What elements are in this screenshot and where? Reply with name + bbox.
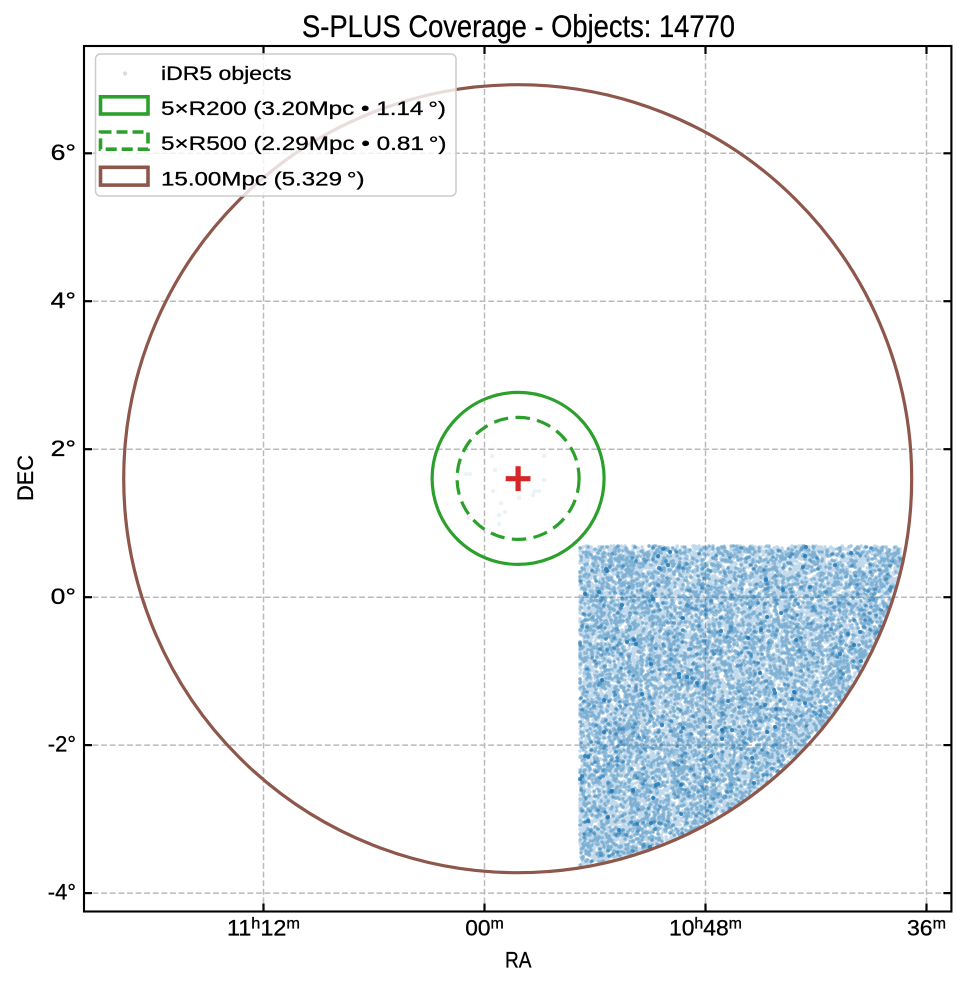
svg-text:-2°: -2° — [48, 732, 76, 757]
svg-text:6°: 6° — [51, 140, 76, 165]
svg-text:0°: 0° — [51, 584, 76, 609]
svg-text:15.00Mpc (5.329 °): 15.00Mpc (5.329 °) — [161, 169, 365, 191]
svg-text:5×R500 (2.29Mpc • 0.81 °): 5×R500 (2.29Mpc • 0.81 °) — [161, 133, 447, 155]
svg-text:DEC: DEC — [13, 455, 38, 501]
svg-text:11h12m: 11h12m — [227, 916, 300, 941]
svg-text:2°: 2° — [51, 436, 76, 461]
svg-text:00m: 00m — [465, 916, 504, 941]
svg-text:-4°: -4° — [48, 880, 76, 905]
svg-text:4°: 4° — [51, 288, 76, 313]
svg-text:RA: RA — [505, 947, 532, 972]
svg-text:36m: 36m — [907, 916, 946, 941]
svg-text:iDR5 objects: iDR5 objects — [161, 63, 292, 85]
svg-text:10h48m: 10h48m — [669, 916, 742, 941]
svg-text:5×R200 (3.20Mpc • 1.14 °): 5×R200 (3.20Mpc • 1.14 °) — [161, 98, 446, 120]
svg-text:S-PLUS Coverage - Objects: 147: S-PLUS Coverage - Objects: 14770 — [302, 8, 735, 44]
